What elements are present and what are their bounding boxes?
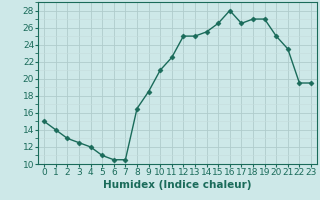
X-axis label: Humidex (Indice chaleur): Humidex (Indice chaleur) <box>103 180 252 190</box>
